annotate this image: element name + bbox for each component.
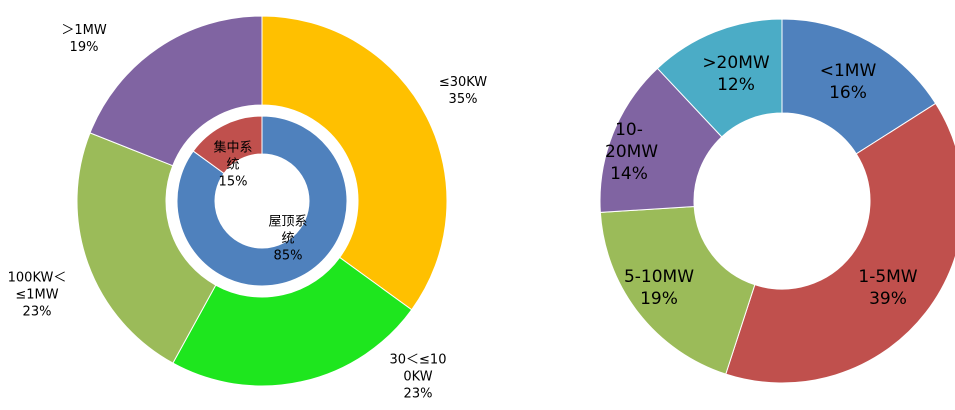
segment-label: 5-10MW 19% [619,266,699,310]
segment-label: 集中系统 15% [212,141,254,192]
segment-label: 30＜≤100KW 23% [387,353,449,404]
category-label: 30＜≤100KW [389,352,447,385]
donut-segment [176,115,348,287]
segment-label: >20MW 12% [696,52,776,96]
value-label: 23% [22,304,52,320]
segment-label: ＞1MW 19% [49,23,119,57]
category-label: 100KW＜≤1MW [7,270,67,303]
donut-segment [599,205,756,375]
value-label: 15% [218,174,248,190]
donut-segment [781,18,937,155]
donut-segment [172,256,413,387]
donut-segment [656,18,783,138]
donut-segment [76,132,217,364]
segment-label: 10-20MW 14% [605,119,659,185]
category-label: >20MW [702,52,770,73]
category-label: 集中系统 [213,140,253,173]
donut-segment [192,115,263,175]
donut-segment [261,15,448,311]
segment-label: 100KW＜≤1MW 23% [6,271,68,322]
value-label: 39% [869,289,907,309]
segment-label: ≤30KW 35% [428,75,498,109]
donut-segment [599,67,723,213]
category-label: 5-10MW [623,266,695,287]
category-label: ≤30KW [438,75,488,91]
segment-label: <1MW 16% [808,60,888,104]
category-label: 10-20MW [605,119,659,162]
category-label: 1-5MW [858,266,918,287]
donut-segment [89,15,263,167]
value-label: 23% [403,386,433,402]
value-label: 12% [717,75,755,95]
segment-label: 1-5MW 39% [848,266,928,310]
segment-label: 屋顶系统 85% [267,215,309,266]
value-label: 19% [640,289,678,309]
value-label: 85% [273,248,303,264]
category-label: <1MW [819,60,877,81]
value-label: 16% [829,83,867,103]
category-label: 屋顶系统 [268,214,308,247]
value-label: 19% [69,40,99,55]
category-label: ＞1MW [61,23,107,39]
value-label: 14% [610,164,648,185]
donut-segment [725,102,955,384]
value-label: 35% [448,92,478,107]
